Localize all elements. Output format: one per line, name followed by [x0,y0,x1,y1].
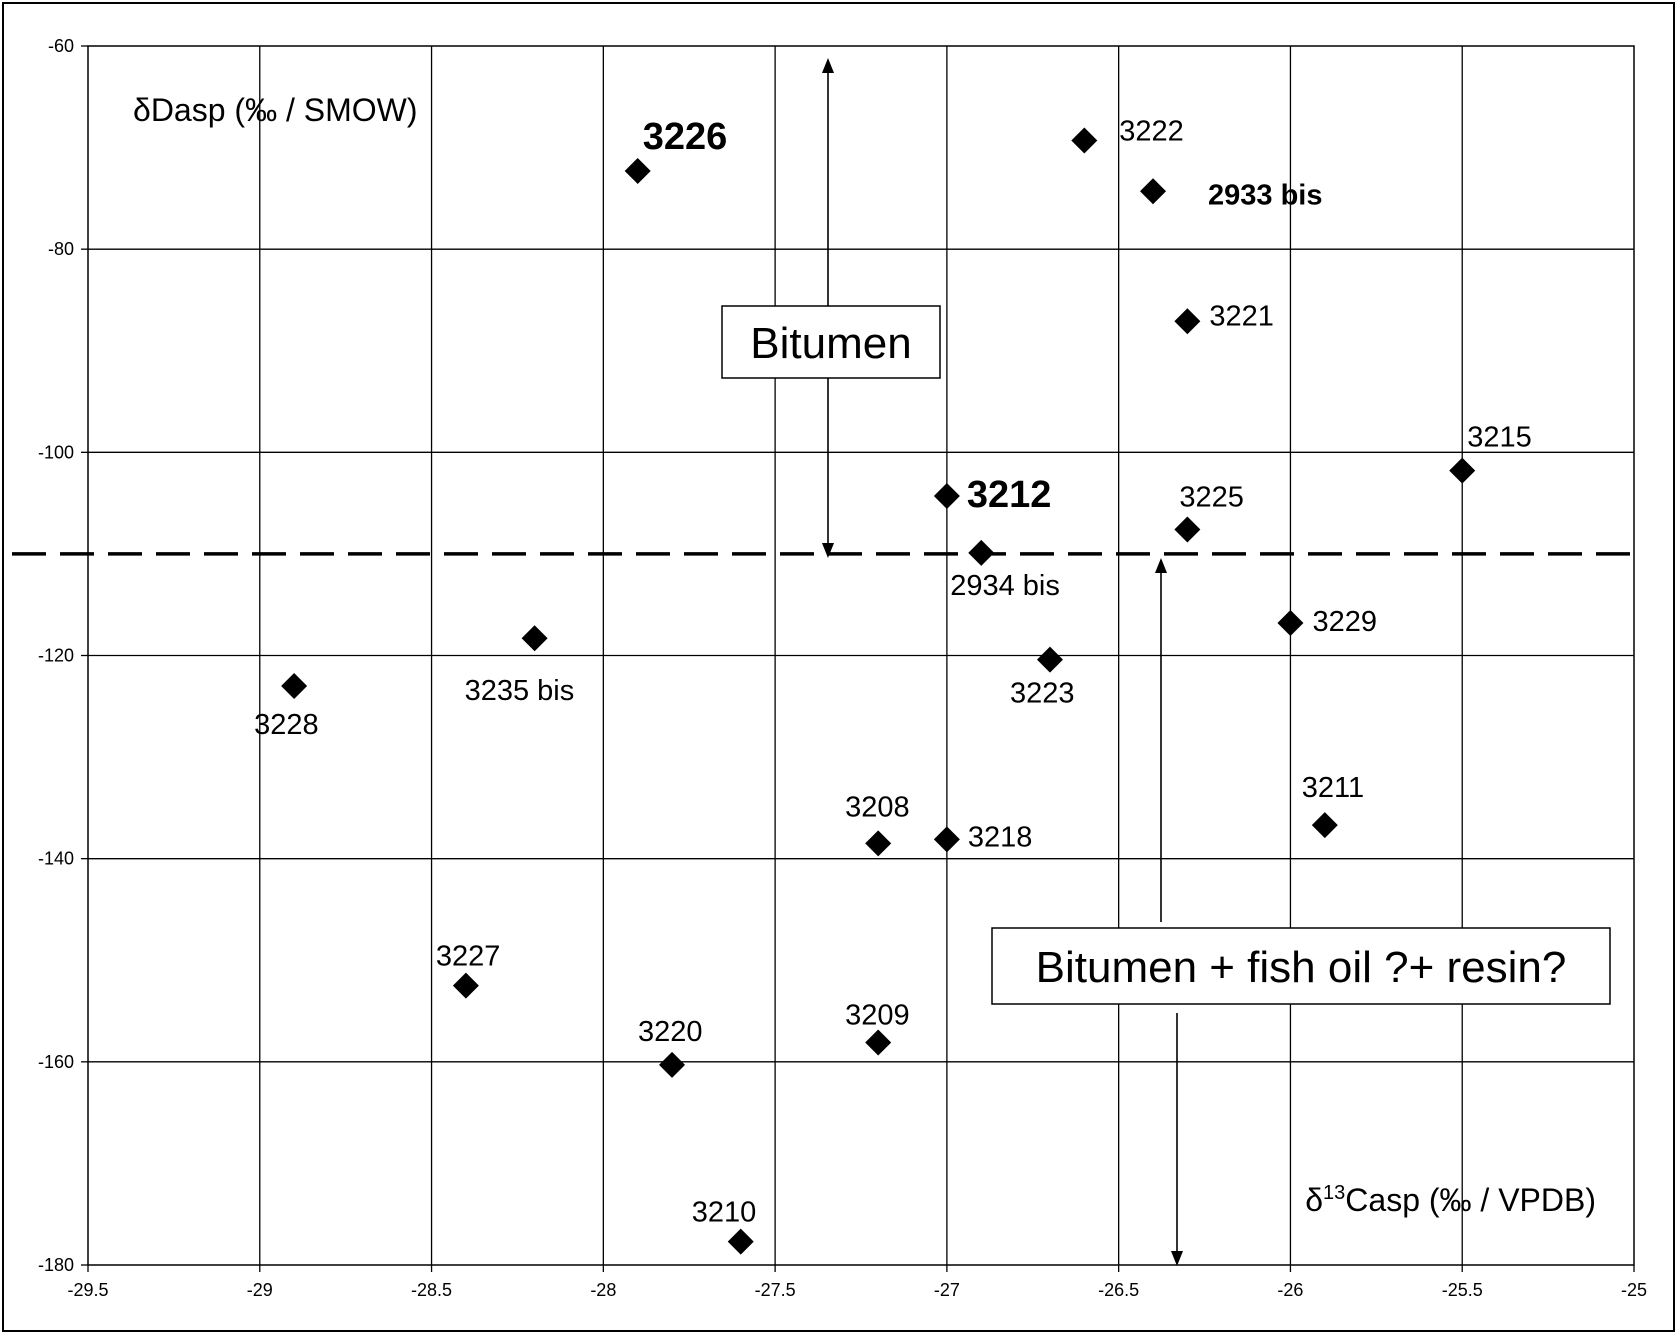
point-label-3220: 3220 [638,1016,703,1048]
data-point-3222 [1071,127,1098,154]
data-point-3229 [1277,609,1304,636]
point-label-3225: 3225 [1179,482,1244,514]
point-label-3229: 3229 [1312,606,1377,638]
data-point-3210 [727,1228,754,1255]
data-point-3212 [933,483,960,510]
data-point-3227 [452,972,479,999]
annotation-bitumen-fish-oil-box: Bitumen + fish oil ?+ resin? [991,927,1611,1005]
point-label-3211: 3211 [1302,772,1364,804]
x-axis-title-delta: δ [1305,1182,1323,1218]
y-tick-label: -160 [38,1052,74,1072]
point-label-3210: 3210 [692,1197,757,1229]
bitumen-arrow-head-down [822,543,834,558]
annotations: Bitumen Bitumen + fish oil ?+ resin? [721,305,1611,1005]
point-label-3218: 3218 [968,821,1033,853]
data-point-3221 [1174,308,1201,335]
data-point-2934-bis [968,539,995,566]
data-point-3209 [865,1029,892,1056]
point-label-3221: 3221 [1209,300,1274,332]
x-tick-label: -27 [934,1280,960,1300]
annotation-bitumen-fish-oil-label: Bitumen + fish oil ?+ resin? [1036,943,1567,992]
fish-oil-arrow-head-up [1155,558,1167,573]
data-point-3220 [659,1051,686,1078]
point-label-3235-bis: 3235 bis [465,675,575,707]
range-arrows [822,58,1183,1266]
data-point-3235-bis [521,625,548,652]
x-axis-title: δ13Casp (‰ / VPDB) [1305,1182,1596,1218]
y-tick-label: -60 [48,36,74,56]
x-tick-label: -29.5 [67,1280,108,1300]
point-label-2934-bis: 2934 bis [950,570,1060,602]
x-tick-label: -26 [1277,1280,1303,1300]
x-tick-label: -27.5 [755,1280,796,1300]
point-label-3208: 3208 [845,791,910,823]
y-tick-label: -180 [38,1255,74,1275]
y-axis-title: δDasp (‰ / SMOW) [133,92,417,128]
x-tick-label: -29 [247,1280,273,1300]
fish-oil-arrow-head-down [1171,1251,1183,1266]
annotation-bitumen-box: Bitumen [721,305,941,379]
data-point-3225 [1174,516,1201,543]
x-tick-label: -28 [590,1280,616,1300]
data-point-3228 [281,672,308,699]
x-tick-label: -25.5 [1442,1280,1483,1300]
data-point-3215 [1449,457,1476,484]
annotation-bitumen-label: Bitumen [750,319,911,368]
grid-lines [88,46,1634,1265]
point-label-3226: 3226 [643,116,728,158]
data-point-2933-bis [1140,178,1167,205]
y-tick-label: -120 [38,646,74,666]
y-tick-label: -80 [48,239,74,259]
x-tick-label: -25 [1621,1280,1647,1300]
data-point-3208 [865,830,892,857]
data-point-3223 [1036,646,1063,673]
y-tick-label: -140 [38,849,74,869]
point-label-3228: 3228 [254,709,319,741]
x-tick-label: -28.5 [411,1280,452,1300]
point-label-3227: 3227 [436,941,501,973]
axis-ticks: -29.5 -29 -28.5 -28 -27.5 -27 -26.5 -26 -25.5 -25… [38,36,1647,1300]
y-tick-label: -100 [38,442,74,462]
data-points: 3226 3222 2933 bis 3221 3215 3212 3225 2934 bis… [254,115,1532,1255]
data-point-3226 [624,157,651,184]
point-label-3222: 3222 [1119,115,1184,147]
data-point-3211 [1311,812,1338,839]
point-label-2933-bis: 2933 bis [1208,179,1322,211]
bitumen-arrow-head-up [822,58,834,73]
point-label-3223: 3223 [1010,678,1075,710]
x-axis-title-rest: Casp (‰ / VPDB) [1345,1182,1596,1218]
point-label-3215: 3215 [1467,422,1532,454]
x-tick-label: -26.5 [1098,1280,1139,1300]
x-axis-title-superscript: 13 [1323,1182,1345,1204]
point-label-3212: 3212 [967,474,1052,516]
point-label-3209: 3209 [845,1000,910,1032]
data-point-3218 [933,826,960,853]
